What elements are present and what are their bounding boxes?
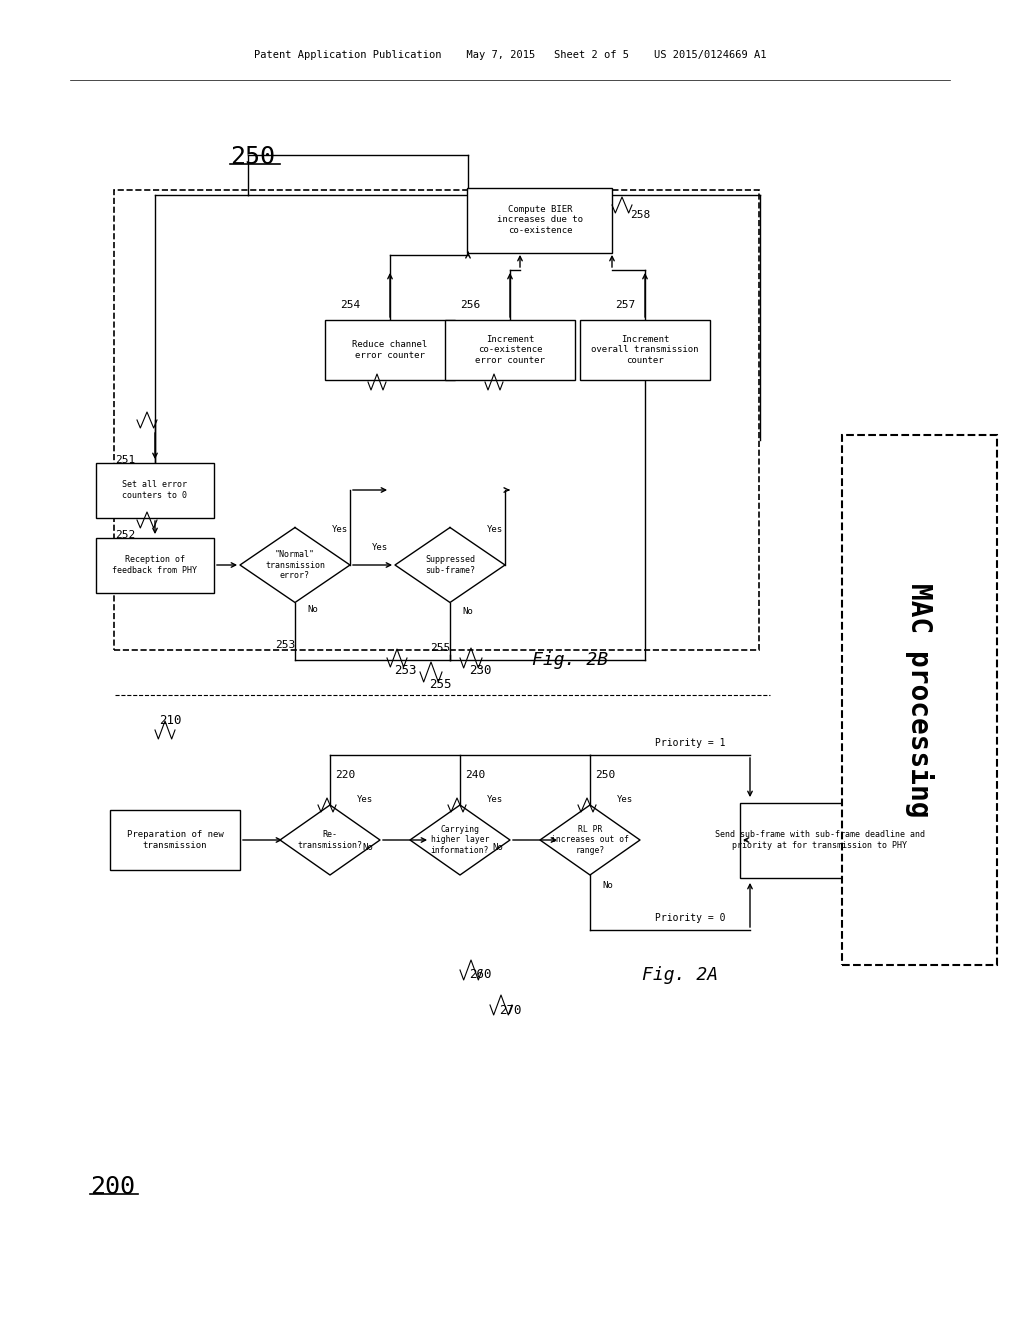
Text: Yes: Yes xyxy=(372,544,387,553)
Text: MAC processing: MAC processing xyxy=(905,582,933,817)
Text: Yes: Yes xyxy=(616,796,633,804)
Text: No: No xyxy=(363,843,373,853)
Text: Yes: Yes xyxy=(486,796,502,804)
Text: 250: 250 xyxy=(594,770,614,780)
Text: Increment
co-existence
error counter: Increment co-existence error counter xyxy=(475,335,544,364)
Text: Yes: Yes xyxy=(331,525,347,535)
Bar xyxy=(96,462,214,517)
Bar xyxy=(96,537,214,593)
Text: 253: 253 xyxy=(274,640,294,649)
Text: RL PR
increases out of
range?: RL PR increases out of range? xyxy=(550,825,629,855)
Text: No: No xyxy=(602,880,612,890)
Text: Suppressed
sub-frame?: Suppressed sub-frame? xyxy=(425,556,475,574)
Text: 256: 256 xyxy=(460,300,480,310)
Text: Set all error
counters to 0: Set all error counters to 0 xyxy=(122,480,187,500)
Text: "Normal"
transmission
error?: "Normal" transmission error? xyxy=(265,550,325,579)
Text: Fig. 2A: Fig. 2A xyxy=(641,966,717,983)
Text: 200: 200 xyxy=(90,1175,135,1199)
Text: Increment
overall transmission
counter: Increment overall transmission counter xyxy=(591,335,698,364)
Text: 240: 240 xyxy=(465,770,485,780)
Text: 270: 270 xyxy=(498,1003,521,1016)
Text: 257: 257 xyxy=(614,300,635,310)
Text: 255: 255 xyxy=(429,643,449,653)
Bar xyxy=(325,319,454,380)
Bar xyxy=(580,319,709,380)
Text: Send sub-frame with sub-frame deadline and
priority at for transmission to PHY: Send sub-frame with sub-frame deadline a… xyxy=(714,830,924,850)
Text: Carrying
higher layer
information?: Carrying higher layer information? xyxy=(430,825,489,855)
Text: Re-
transmission?: Re- transmission? xyxy=(298,830,362,850)
Bar xyxy=(114,190,759,649)
Text: 251: 251 xyxy=(115,455,135,465)
Text: No: No xyxy=(463,607,473,616)
Text: 254: 254 xyxy=(339,300,360,310)
Text: Fig. 2B: Fig. 2B xyxy=(532,651,607,669)
Text: 252: 252 xyxy=(115,531,135,540)
Bar xyxy=(110,810,239,870)
Bar xyxy=(739,803,899,878)
Text: Priority = 0: Priority = 0 xyxy=(654,913,725,923)
Text: 250: 250 xyxy=(229,145,275,169)
Bar xyxy=(467,187,611,252)
Text: 255: 255 xyxy=(428,678,450,692)
Text: 258: 258 xyxy=(630,210,649,220)
Text: 220: 220 xyxy=(334,770,355,780)
Text: 253: 253 xyxy=(393,664,416,676)
Text: Preparation of new
transmission: Preparation of new transmission xyxy=(126,830,223,850)
Text: No: No xyxy=(308,606,318,615)
Text: Yes: Yes xyxy=(357,796,373,804)
Text: Priority = 1: Priority = 1 xyxy=(654,738,725,748)
Text: 230: 230 xyxy=(469,664,491,676)
Text: Reduce channel
error counter: Reduce channel error counter xyxy=(352,341,427,360)
Text: Patent Application Publication    May 7, 2015   Sheet 2 of 5    US 2015/0124669 : Patent Application Publication May 7, 20… xyxy=(254,50,765,59)
Text: No: No xyxy=(492,843,503,853)
Text: 260: 260 xyxy=(469,969,491,982)
Bar xyxy=(842,436,997,965)
Text: Reception of
feedback from PHY: Reception of feedback from PHY xyxy=(112,556,198,574)
Bar xyxy=(444,319,575,380)
Text: Compute BIER
increases due to
co-existence: Compute BIER increases due to co-existen… xyxy=(496,205,583,235)
Text: 210: 210 xyxy=(159,714,181,726)
Text: Yes: Yes xyxy=(486,525,502,535)
